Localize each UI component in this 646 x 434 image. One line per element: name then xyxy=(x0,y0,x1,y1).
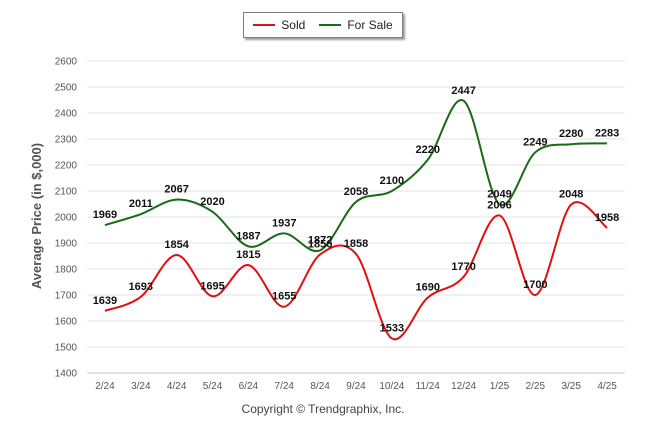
data-label-sold: 1770 xyxy=(451,261,475,273)
data-label-for-sale: 1872 xyxy=(308,234,332,246)
y-tick-label: 2300 xyxy=(55,135,78,146)
x-tick-label: 1/25 xyxy=(490,381,510,392)
data-label-sold: 1533 xyxy=(380,322,404,334)
data-label-sold: 1854 xyxy=(164,239,189,251)
x-tick-label: 10/24 xyxy=(379,381,404,392)
data-label-for-sale: 2020 xyxy=(200,196,224,208)
y-tick-label: 1500 xyxy=(55,343,78,354)
data-label-for-sale: 2067 xyxy=(164,184,188,196)
x-tick-label: 3/25 xyxy=(561,381,581,392)
data-label-sold: 1693 xyxy=(129,281,153,293)
x-axis: 2/24 3/24 4/24 5/24 6/24 7/24 8/24 9/24 10/24 11/… xyxy=(87,372,625,392)
data-label-for-sale: 1937 xyxy=(272,217,296,229)
x-tick-label: 12/24 xyxy=(451,381,476,392)
y-tick-label: 2500 xyxy=(55,83,78,94)
x-tick-label: 7/24 xyxy=(275,381,295,392)
x-tick-label: 11/24 xyxy=(416,381,441,392)
y-tick-label: 2100 xyxy=(55,187,78,198)
data-label-for-sale: 2283 xyxy=(595,127,619,139)
y-tick-label: 1600 xyxy=(55,317,78,328)
legend-swatch-for-sale xyxy=(319,24,342,26)
data-label-sold: 1815 xyxy=(236,249,260,261)
x-tick-label: 4/24 xyxy=(167,381,187,392)
y-axis-title: Average Price (in $,000) xyxy=(29,143,44,289)
x-tick-label: 5/24 xyxy=(203,381,223,392)
legend-label-sold: Sold xyxy=(281,18,306,32)
y-tick-label: 2600 xyxy=(55,57,78,68)
x-tick-label: 2/24 xyxy=(95,381,115,392)
legend-label-for-sale: For Sale xyxy=(347,18,393,32)
data-label-sold: 1639 xyxy=(93,295,117,307)
data-label-sold: 1858 xyxy=(344,238,368,250)
x-tick-label: 6/24 xyxy=(239,381,259,392)
y-tick-label: 2000 xyxy=(55,213,78,224)
x-tick-label: 4/25 xyxy=(597,381,617,392)
data-label-for-sale: 2447 xyxy=(451,85,475,97)
data-label-sold: 2006 xyxy=(487,199,511,211)
series-line-sold xyxy=(104,201,608,341)
data-label-sold: 1856 xyxy=(308,238,332,250)
x-tick-label: 3/24 xyxy=(131,381,151,392)
y-tick-label: 1800 xyxy=(55,265,78,276)
data-label-sold: 1655 xyxy=(272,291,296,303)
grid-lines xyxy=(87,60,625,374)
data-label-for-sale: 2100 xyxy=(380,175,404,187)
data-labels: 1639 1693 1854 1695 1815 1655 1856 1858 1533 1690… xyxy=(93,85,620,335)
data-label-sold: 1690 xyxy=(415,282,439,294)
data-label-for-sale: 2280 xyxy=(559,128,583,140)
data-label-for-sale: 1969 xyxy=(93,209,117,221)
legend-item-sold[interactable]: Sold xyxy=(253,18,305,32)
legend-item-for-sale[interactable]: For Sale xyxy=(319,18,393,32)
y-tick-label: 2400 xyxy=(55,109,78,120)
data-label-for-sale: 2220 xyxy=(415,144,439,156)
y-tick-label: 1400 xyxy=(55,369,78,380)
y-axis: 1400 1500 1600 1700 1800 1900 2000 2100 2200 2300… xyxy=(55,57,78,380)
copyright-text: Copyright © Trendgraphix, Inc. xyxy=(241,402,405,416)
y-tick-label: 1700 xyxy=(55,291,78,302)
data-label-for-sale: 2011 xyxy=(129,198,153,210)
y-tick-label: 2200 xyxy=(55,161,78,172)
legend-swatch-sold xyxy=(253,24,276,26)
y-tick-label: 1900 xyxy=(55,239,78,250)
series-line-for-sale xyxy=(104,99,608,253)
x-tick-label: 8/24 xyxy=(310,381,330,392)
data-label-sold: 1700 xyxy=(523,279,547,291)
data-label-sold: 2048 xyxy=(559,189,583,201)
data-label-sold: 1695 xyxy=(200,280,224,292)
data-label-for-sale: 2249 xyxy=(523,136,547,148)
series-lines xyxy=(104,99,608,341)
data-label-sold: 1958 xyxy=(595,212,619,224)
data-label-for-sale: 1887 xyxy=(236,230,260,242)
data-label-for-sale: 2058 xyxy=(344,186,368,198)
data-label-for-sale: 2049 xyxy=(487,188,511,200)
x-tick-label: 2/25 xyxy=(526,381,546,392)
x-tick-label: 9/24 xyxy=(346,381,366,392)
legend: Sold For Sale xyxy=(243,12,403,38)
